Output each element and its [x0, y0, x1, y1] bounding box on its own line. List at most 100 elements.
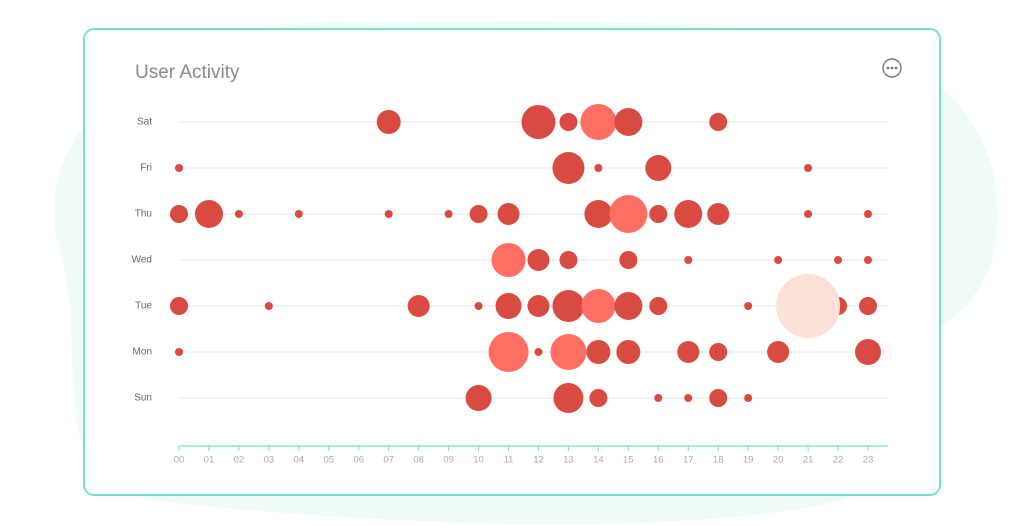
x-tick-label: 04	[294, 455, 305, 466]
bubble	[709, 343, 728, 361]
bubble	[294, 210, 303, 218]
bubble	[552, 152, 585, 184]
x-tick-label: 02	[234, 455, 245, 466]
bubble	[864, 210, 872, 218]
y-tick-label: Sat	[137, 117, 152, 128]
bubble	[709, 113, 728, 131]
bubble	[774, 256, 783, 264]
bubble	[521, 105, 556, 139]
bubble	[264, 302, 273, 310]
bubble	[534, 348, 543, 356]
bubble	[855, 339, 881, 365]
bubble	[619, 251, 638, 269]
bubble	[553, 383, 584, 413]
x-tick-label: 19	[743, 455, 754, 466]
y-tick-label: Mon	[133, 347, 152, 358]
bubble	[804, 210, 813, 218]
bubble	[559, 251, 578, 269]
bubble	[609, 195, 648, 233]
x-tick-label: 09	[443, 455, 454, 466]
x-tick-label: 11	[504, 455, 514, 466]
bubble	[465, 385, 492, 411]
x-tick-label: 05	[323, 455, 334, 466]
bubble	[527, 249, 550, 271]
bubble	[864, 256, 872, 264]
bubble	[170, 205, 188, 223]
y-tick-label: Fri	[140, 163, 152, 174]
bubble	[589, 389, 608, 407]
bubble	[550, 334, 587, 370]
bubble	[767, 341, 790, 363]
y-tick-label: Tue	[135, 301, 152, 312]
y-tick-label: Sun	[134, 393, 152, 404]
x-tick-label: 23	[863, 455, 874, 466]
x-tick-label: 01	[204, 455, 215, 466]
x-tick-label: 03	[264, 455, 275, 466]
bubble	[674, 200, 703, 228]
bubble	[491, 243, 526, 277]
bubble	[684, 394, 693, 402]
x-tick-label: 06	[353, 455, 364, 466]
bubble	[527, 295, 550, 317]
bubble	[709, 389, 728, 407]
bubble	[175, 348, 183, 356]
x-tick-label: 10	[473, 455, 484, 466]
bubble	[474, 302, 483, 310]
x-tick-label: 12	[533, 455, 544, 466]
bubble	[645, 155, 672, 181]
bubble	[170, 297, 188, 315]
x-tick-label: 15	[623, 455, 634, 466]
bubble	[581, 289, 616, 323]
chart-title: User Activity	[135, 62, 240, 83]
x-tick-label: 13	[563, 455, 574, 466]
bubble-layer	[170, 104, 881, 413]
bubble	[584, 200, 613, 228]
bubble	[744, 394, 753, 402]
bubble	[552, 290, 585, 322]
bubble	[776, 274, 841, 338]
bubble	[586, 340, 611, 364]
bubble	[649, 205, 668, 223]
bubble	[384, 210, 393, 218]
bubble	[616, 340, 641, 364]
x-tick-label: 18	[713, 455, 724, 466]
bubble	[834, 256, 843, 264]
bubble	[804, 164, 813, 172]
plot: Sat Fri Thu Wed Tue Mon Sun 00 01 02 03 04 05 06 07 08 0…	[132, 104, 888, 466]
menu-button[interactable]	[882, 58, 902, 78]
bubble	[376, 110, 401, 134]
x-tick-label: 00	[174, 455, 185, 466]
bubble	[580, 104, 617, 140]
bubble	[495, 293, 522, 319]
x-tick-label: 21	[803, 455, 814, 466]
x-tick-label: 07	[383, 455, 394, 466]
x-tick-label: 22	[833, 455, 844, 466]
bubble	[677, 341, 700, 363]
bubble	[234, 210, 243, 218]
bubble	[707, 203, 730, 225]
bubble	[859, 297, 877, 315]
bubble	[488, 332, 529, 372]
bubble	[594, 164, 603, 172]
bubble	[559, 113, 578, 131]
x-tick-label: 14	[593, 455, 604, 466]
x-tick-label: 08	[413, 455, 424, 466]
bubble	[614, 108, 643, 136]
bubble	[684, 256, 693, 264]
bubble	[407, 295, 430, 317]
y-tick-label: Thu	[135, 209, 152, 220]
bubble	[497, 203, 520, 225]
bubble	[194, 200, 223, 228]
bubble	[175, 164, 183, 172]
x-tick-label: 17	[683, 455, 694, 466]
bubble	[469, 205, 488, 223]
x-tick-label: 16	[653, 455, 664, 466]
bubble	[654, 394, 663, 402]
bubble	[444, 210, 453, 218]
x-tick-label: 20	[773, 455, 784, 466]
bubble	[649, 297, 668, 315]
bubble	[614, 292, 643, 320]
y-tick-label: Wed	[132, 255, 152, 266]
bubble	[744, 302, 753, 310]
